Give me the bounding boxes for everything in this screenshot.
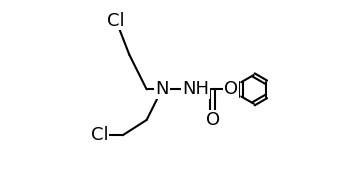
Text: Cl: Cl [91, 126, 108, 144]
Text: NH: NH [182, 80, 209, 98]
Text: O: O [224, 80, 238, 98]
Text: O: O [206, 111, 219, 129]
Text: N: N [155, 80, 169, 98]
Text: Cl: Cl [107, 11, 125, 29]
